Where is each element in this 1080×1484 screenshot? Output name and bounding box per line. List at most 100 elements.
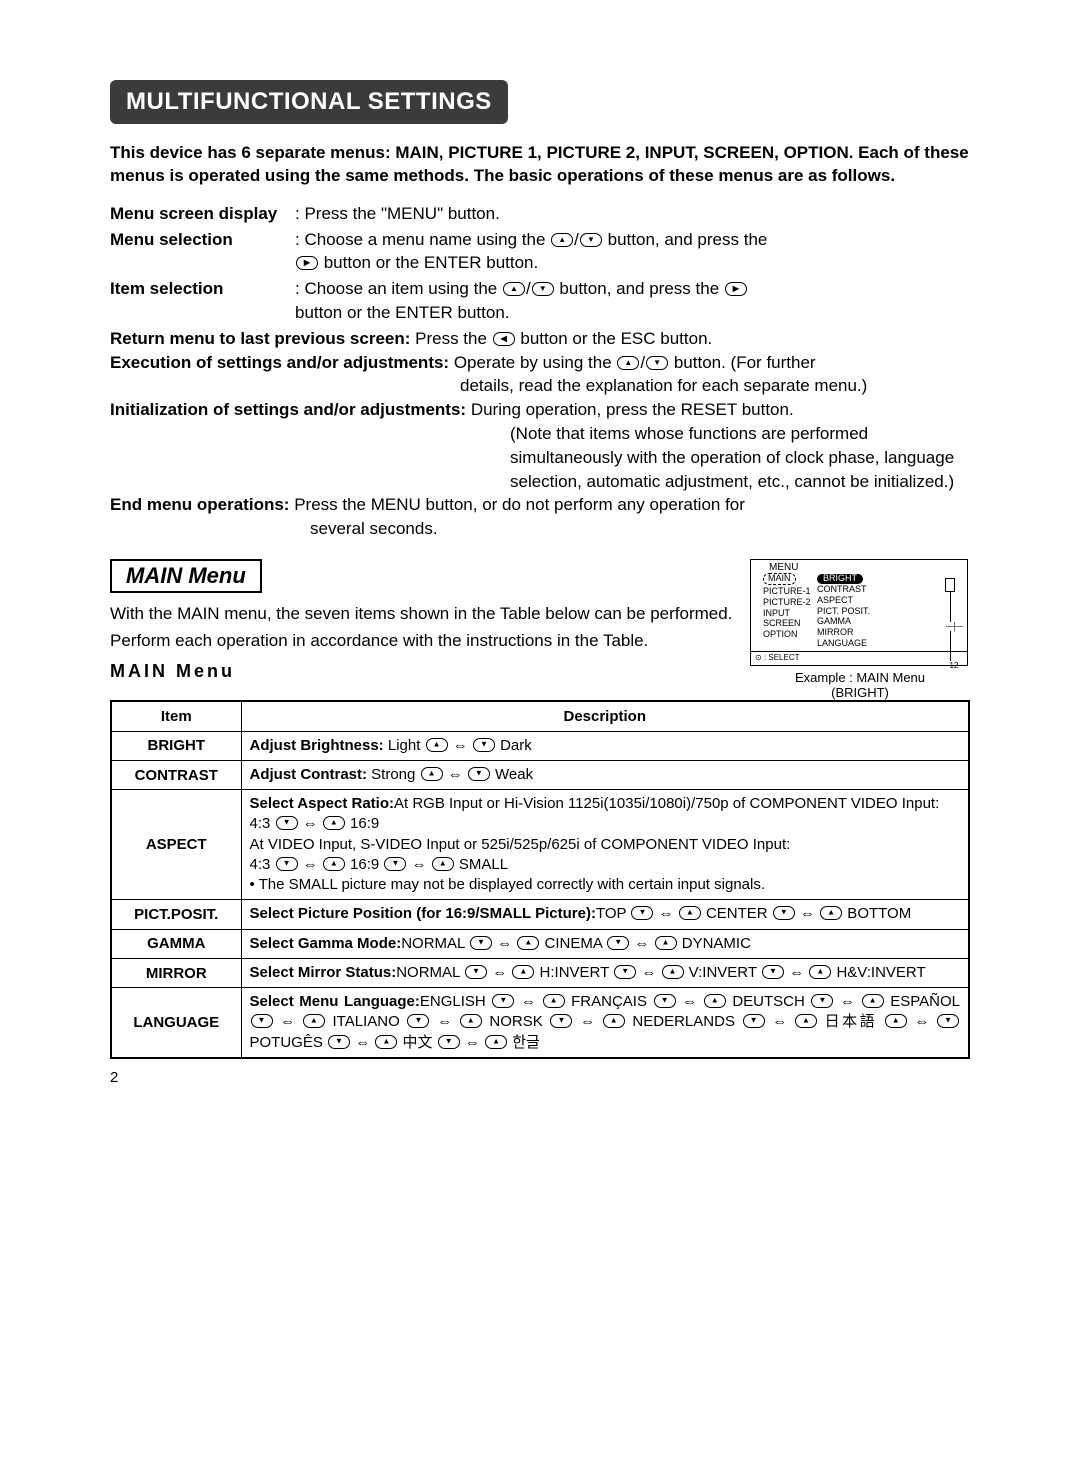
section-heading: MAIN Menu — [110, 559, 262, 593]
down-icon — [384, 857, 406, 871]
intro-text: This device has 6 separate menus: MAIN, … — [110, 142, 970, 188]
up-icon — [603, 1014, 625, 1028]
table-subhead: MAIN Menu — [110, 661, 740, 682]
up-icon — [809, 965, 831, 979]
item-cell: GAMMA — [111, 929, 241, 958]
osd-mid-col: BRIGHT CONTRAST ASPECT PICT. POSIT. GAMM… — [813, 573, 891, 649]
text: Operate by using the — [449, 353, 616, 372]
osd-item: LANGUAGE — [817, 638, 891, 649]
up-icon — [512, 965, 534, 979]
up-icon — [862, 994, 884, 1008]
down-icon — [631, 906, 653, 920]
init-text: Initialization of settings and/or adjust… — [110, 398, 970, 422]
right-icon — [296, 256, 318, 270]
label: Initialization of settings and/or adjust… — [110, 400, 466, 419]
text: During operation, press the RESET button… — [466, 400, 794, 419]
item-cell: LANGUAGE — [111, 988, 241, 1058]
th-item: Item — [111, 701, 241, 732]
osd-caption: Example : MAIN Menu — [750, 670, 970, 685]
osd-title: MENU — [751, 560, 967, 573]
down-icon — [276, 816, 298, 830]
down-icon — [773, 906, 795, 920]
menu-selection-text: : Choose a menu name using the / button,… — [295, 228, 970, 276]
down-icon — [276, 857, 298, 871]
down-icon — [762, 965, 784, 979]
osd-item: MIRROR — [817, 627, 891, 638]
osd-item: OPTION — [763, 629, 813, 640]
up-icon — [421, 767, 443, 781]
table-row: GAMMASelect Gamma Mode:NORMAL ⇔ CINEMA ⇔… — [111, 929, 969, 958]
desc-cell: Select Aspect Ratio:At RGB Input or Hi-V… — [241, 790, 969, 900]
table-row: ASPECTSelect Aspect Ratio:At RGB Input o… — [111, 790, 969, 900]
menu-screen-text: : Press the "MENU" button. — [295, 202, 970, 226]
text: button or the ENTER button. — [319, 253, 538, 272]
down-icon — [492, 994, 514, 1008]
end-text-cont: several seconds. — [310, 517, 970, 541]
up-icon — [323, 816, 345, 830]
text: button, and press the — [555, 279, 724, 298]
up-icon — [662, 965, 684, 979]
osd-left-col: MAIN PICTURE-1 PICTURE-2 INPUT SCREEN OP… — [751, 573, 813, 649]
table-row: CONTRASTAdjust Contrast: Strong ⇔ Weak — [111, 760, 969, 789]
item-cell: PICT.POSIT. — [111, 900, 241, 929]
item-selection-label: Item selection — [110, 277, 295, 325]
left-icon — [493, 332, 515, 346]
item-selection-text: : Choose an item using the / button, and… — [295, 277, 970, 325]
end-text: End menu operations: Press the MENU butt… — [110, 493, 970, 517]
down-icon — [328, 1035, 350, 1049]
down-icon — [465, 965, 487, 979]
osd-item: ASPECT — [817, 595, 891, 606]
osd-example: MENU MAIN PICTURE-1 PICTURE-2 INPUT SCRE… — [750, 559, 970, 700]
text: Press the MENU button, or do not perform… — [289, 495, 744, 514]
osd-item: GAMMA — [817, 616, 891, 627]
down-icon — [407, 1014, 429, 1028]
text: : Choose a menu name using the — [295, 230, 550, 249]
label: Execution of settings and/or adjustments… — [110, 353, 449, 372]
page-title: MULTIFUNCTIONAL SETTINGS — [110, 80, 508, 124]
menu-selection-label: Menu selection — [110, 228, 295, 276]
osd-item: MAIN — [763, 573, 796, 585]
label: Return menu to last previous screen: — [110, 329, 410, 348]
up-icon — [375, 1035, 397, 1049]
text: button. (For further — [669, 353, 815, 372]
down-icon — [550, 1014, 572, 1028]
down-icon — [607, 936, 629, 950]
section-p1: With the MAIN menu, the seven items show… — [110, 603, 740, 626]
up-icon — [426, 738, 448, 752]
item-cell: BRIGHT — [111, 731, 241, 760]
up-icon — [704, 994, 726, 1008]
table-row: MIRRORSelect Mirror Status:NORMAL ⇔ H:IN… — [111, 958, 969, 987]
osd-item: PICT. POSIT. — [817, 606, 891, 617]
desc-cell: Adjust Brightness: Light ⇔ Dark — [241, 731, 969, 760]
table-row: BRIGHTAdjust Brightness: Light ⇔ Dark — [111, 731, 969, 760]
desc-cell: Select Picture Position (for 16:9/SMALL … — [241, 900, 969, 929]
item-cell: ASPECT — [111, 790, 241, 900]
menu-screen-label: Menu screen display — [110, 202, 295, 226]
osd-item: PICTURE-2 — [763, 597, 813, 608]
label: End menu operations: — [110, 495, 289, 514]
down-icon — [743, 1014, 765, 1028]
osd-caption2: (BRIGHT) — [750, 685, 970, 700]
up-icon — [432, 857, 454, 871]
up-icon — [551, 233, 573, 247]
th-desc: Description — [241, 701, 969, 732]
text: button or the ESC button. — [516, 329, 713, 348]
up-icon — [679, 906, 701, 920]
down-icon — [468, 767, 490, 781]
operations-list: Menu screen display : Press the "MENU" b… — [110, 202, 970, 541]
up-icon — [543, 994, 565, 1008]
down-icon — [438, 1035, 460, 1049]
exec-text: Execution of settings and/or adjustments… — [110, 351, 970, 375]
up-icon — [655, 936, 677, 950]
table-row: LANGUAGESelect Menu Language:ENGLISH ⇔ F… — [111, 988, 969, 1058]
up-icon — [795, 1014, 817, 1028]
table-row: PICT.POSIT.Select Picture Position (for … — [111, 900, 969, 929]
down-icon — [532, 282, 554, 296]
osd-item-selected: BRIGHT — [817, 574, 863, 584]
item-cell: MIRROR — [111, 958, 241, 987]
down-icon — [614, 965, 636, 979]
section-p2: Perform each operation in accordance wit… — [110, 630, 740, 653]
up-icon — [617, 356, 639, 370]
desc-cell: Adjust Contrast: Strong ⇔ Weak — [241, 760, 969, 789]
down-icon — [654, 994, 676, 1008]
